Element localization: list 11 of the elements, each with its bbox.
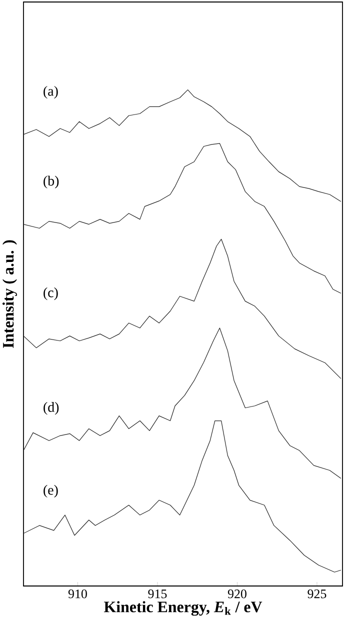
text: (c) — [44, 287, 58, 300]
series-label: (e) — [44, 484, 58, 498]
x-tick-label: 910 — [68, 590, 87, 598]
x-tick-label: 915 — [148, 590, 167, 598]
y-axis-title: Intensity ( a.u. ) — [2, 240, 17, 348]
x-tick-label: 920 — [228, 590, 246, 598]
text: (a) — [44, 86, 58, 99]
x-axis-title: Kinetic Energy, E$_{k}$ / eV — [104, 601, 262, 616]
x-tick-label: 925 — [308, 590, 326, 598]
series-label: (d) — [44, 402, 59, 415]
text: (b) — [44, 176, 59, 188]
